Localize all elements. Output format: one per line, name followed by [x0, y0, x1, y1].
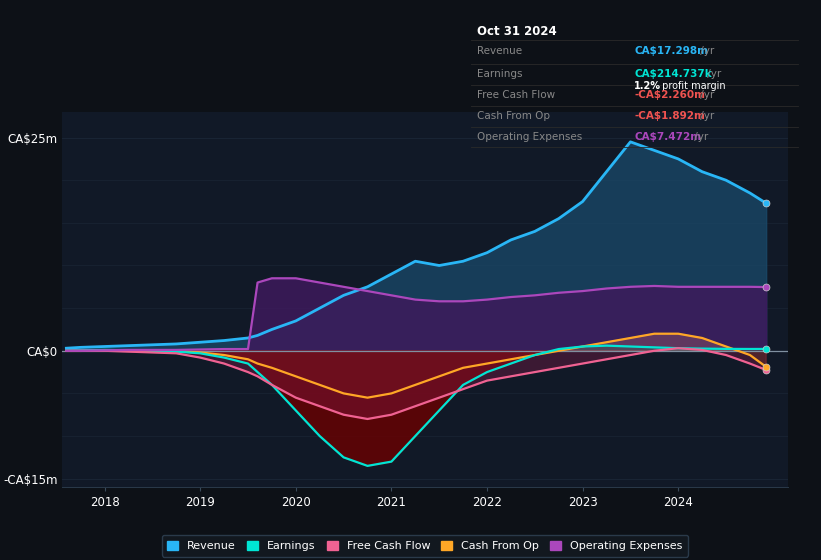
- Text: /yr: /yr: [697, 90, 714, 100]
- Text: Revenue: Revenue: [478, 46, 523, 55]
- Text: -CA$1.892m: -CA$1.892m: [635, 111, 705, 121]
- Text: -CA$2.260m: -CA$2.260m: [635, 90, 705, 100]
- Text: /yr: /yr: [691, 132, 709, 142]
- Text: /yr: /yr: [697, 46, 714, 55]
- Text: CA$214.737k: CA$214.737k: [635, 69, 712, 79]
- Text: /yr: /yr: [704, 69, 721, 79]
- Text: profit margin: profit margin: [658, 81, 726, 91]
- Text: CA$17.298m: CA$17.298m: [635, 46, 709, 55]
- Text: Free Cash Flow: Free Cash Flow: [478, 90, 556, 100]
- Text: Cash From Op: Cash From Op: [478, 111, 551, 121]
- Text: Operating Expenses: Operating Expenses: [478, 132, 583, 142]
- Text: Earnings: Earnings: [478, 69, 523, 79]
- Legend: Revenue, Earnings, Free Cash Flow, Cash From Op, Operating Expenses: Revenue, Earnings, Free Cash Flow, Cash …: [162, 535, 688, 557]
- Text: CA$7.472m: CA$7.472m: [635, 132, 701, 142]
- Text: Oct 31 2024: Oct 31 2024: [478, 25, 557, 38]
- Text: 1.2%: 1.2%: [635, 81, 661, 91]
- Text: /yr: /yr: [697, 111, 714, 121]
